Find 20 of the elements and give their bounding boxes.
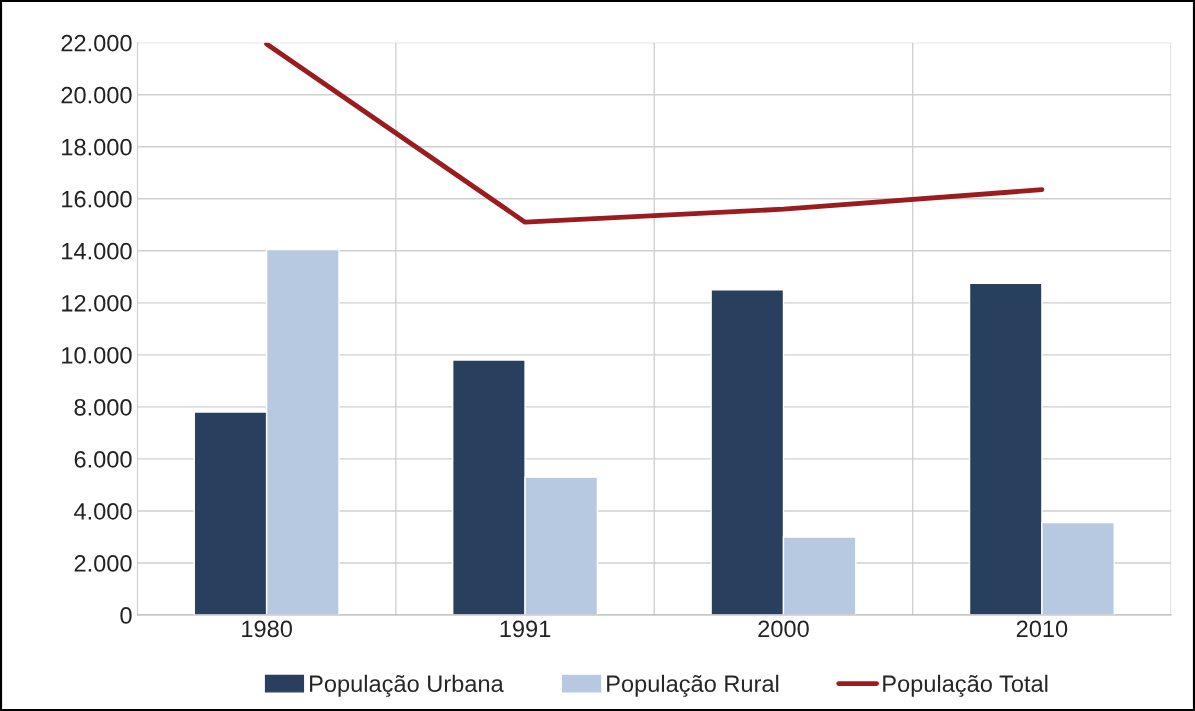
y-tick-label: 20.000	[61, 86, 132, 104]
x-tick-label: 2000	[758, 620, 809, 638]
y-tick-label: 4.000	[74, 503, 132, 520]
y-tick-label: 8.000	[74, 398, 132, 416]
y-tick-label: 22.000	[61, 34, 132, 52]
y-tick-label: 12.000	[62, 294, 132, 312]
x-tick-label: 2010	[1016, 620, 1068, 638]
y-tick-label: 10.000	[62, 346, 132, 364]
y-tick-label: 2.000	[74, 555, 132, 572]
y-tick-label: 18.000	[62, 138, 132, 156]
legend-label: População Urbana	[310, 674, 504, 697]
y-tick-label: 0	[120, 607, 132, 624]
legend-label: População Rural	[607, 674, 779, 697]
x-tick-label: 1991	[500, 620, 551, 638]
y-tick-label: 14.000	[62, 242, 132, 260]
x-tick-label: 1980	[242, 620, 292, 638]
legend-label: População Total	[883, 674, 1048, 697]
y-tick-label: 16.000	[62, 190, 132, 208]
line-series	[264, 42, 1045, 225]
y-tick-label: 6.000	[74, 450, 132, 468]
